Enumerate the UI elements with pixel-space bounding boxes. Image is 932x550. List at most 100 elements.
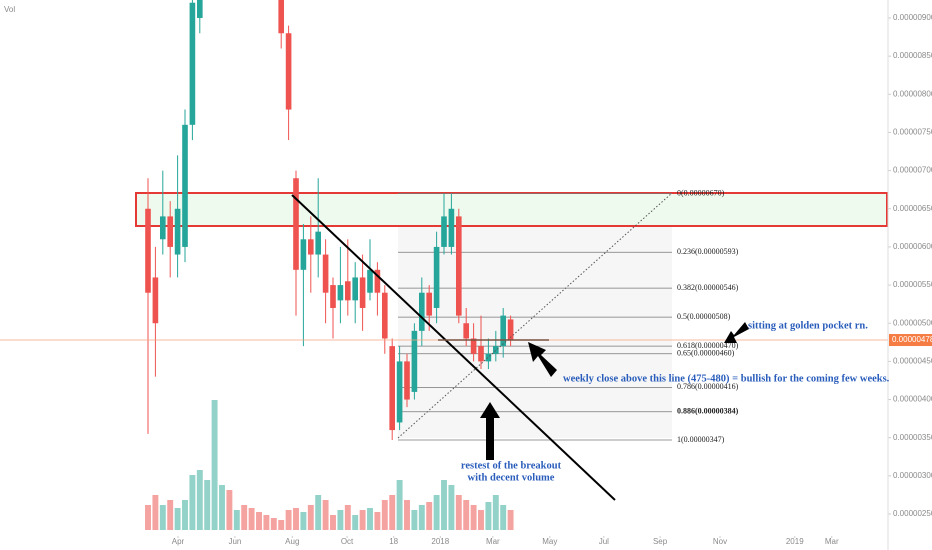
candle-body [507, 319, 514, 341]
x-tick-label: Sep [653, 537, 668, 546]
y-tick-label: 0.00000700 [893, 166, 932, 175]
volume-bar [352, 515, 359, 530]
candle-body [485, 353, 492, 362]
volume-bar [507, 510, 514, 530]
candle-body [478, 346, 484, 362]
x-tick-label: Mar [825, 537, 839, 546]
volume-bar [344, 505, 351, 530]
candle-body [433, 246, 440, 308]
candle-body [167, 216, 174, 247]
candle-body [411, 330, 418, 392]
y-tick-label: 0.00000500 [893, 318, 932, 327]
candle-body [285, 33, 292, 110]
candle-body [196, 0, 203, 18]
fib-label: 0.236(0.00000593) [677, 247, 739, 256]
candle-body [396, 361, 403, 423]
volume-bar [322, 500, 329, 530]
volume-bar [359, 510, 366, 530]
annotation: sitting at golden pocket rn. [748, 320, 868, 331]
candle-body [182, 124, 188, 247]
x-tick-label: 18 [389, 537, 398, 546]
candle-body [367, 269, 373, 293]
volume-bar [500, 505, 507, 530]
fib-label: 1(0.00000347) [677, 435, 725, 444]
fib-label: 0.382(0.00000546) [677, 283, 739, 292]
fib-label: 0.886(0.00000384) [677, 407, 739, 416]
x-tick-label: 2019 [786, 537, 804, 546]
candle-body [315, 231, 322, 255]
volume-bar [404, 500, 410, 530]
volume-bar [233, 510, 240, 530]
volume-bar [418, 505, 425, 530]
arrow-left [724, 322, 749, 343]
volume-bar [478, 510, 484, 530]
candle-body [426, 292, 433, 316]
volume-bar [226, 490, 233, 530]
volume-bar [492, 495, 499, 530]
volume-bar [248, 508, 255, 530]
volume-bar [396, 480, 403, 530]
volume-bar [337, 510, 344, 530]
candle-body [145, 208, 151, 293]
candle-body [174, 208, 181, 255]
volume-bar [196, 470, 203, 530]
fib-label: 0(0.00000670) [677, 188, 725, 197]
candle-body [404, 361, 410, 400]
annotation: weekly close above this line (475-480) =… [563, 373, 890, 384]
volume-bar [152, 495, 159, 530]
x-tick-label: Jun [228, 537, 241, 546]
volume-bar [204, 480, 211, 530]
last-price-label: 0.00000478 [892, 335, 932, 344]
candle-body [389, 346, 396, 431]
x-tick-label: Aug [285, 537, 299, 546]
volume-bar [367, 508, 373, 530]
volume-bar [256, 512, 262, 530]
volume-bar [159, 505, 166, 530]
volume [145, 400, 514, 530]
volume-bar [174, 508, 181, 530]
arrow-left [528, 342, 557, 377]
arrow-up [480, 402, 500, 460]
candle-body [330, 285, 336, 308]
resistance-zone [135, 192, 888, 227]
y-tick-label: 0.00000900 [893, 13, 932, 22]
volume-bar [145, 505, 151, 530]
volume-bar [433, 495, 440, 530]
volume-bar [189, 475, 196, 530]
volume-bar [263, 515, 270, 530]
x-tick-label: Apr [172, 537, 185, 546]
volume-bar [463, 500, 470, 530]
candle-body [359, 277, 366, 308]
volume-bar [389, 495, 396, 530]
volume-bar [330, 515, 336, 530]
y-tick-label: 0.00000650 [893, 204, 932, 213]
candle-body [344, 281, 351, 301]
candle-body [337, 285, 344, 301]
volume-bar [219, 485, 225, 530]
candle-body [381, 292, 388, 339]
volume-bar [167, 500, 174, 530]
y-tick-label: 0.00000300 [893, 471, 932, 480]
volume-bar [426, 502, 433, 530]
volume-bar [293, 508, 299, 530]
candle-body [500, 315, 507, 347]
x-tick-label: Oct [341, 537, 354, 546]
candle-body [322, 254, 329, 293]
volume-bar [241, 505, 248, 530]
price-axis: 0.00000250 0.00000300 0.00000350 0.00000400… [0, 13, 932, 546]
volume-bar [411, 510, 418, 530]
volume-bar [374, 512, 381, 530]
candle-body [307, 239, 314, 255]
candle-body [492, 346, 499, 354]
volume-bar [381, 500, 388, 530]
x-tick-label: Jul [599, 537, 609, 546]
candle-body [152, 277, 159, 324]
y-tick-label: 0.00000850 [893, 51, 932, 60]
candle-body [374, 269, 381, 293]
y-tick-label: 0.00000750 [893, 128, 932, 137]
candle-body [278, 0, 285, 34]
fib-label: 0.65(0.00000460) [677, 349, 735, 358]
x-tick-label: Mar [486, 537, 500, 546]
candle-body [463, 323, 470, 339]
